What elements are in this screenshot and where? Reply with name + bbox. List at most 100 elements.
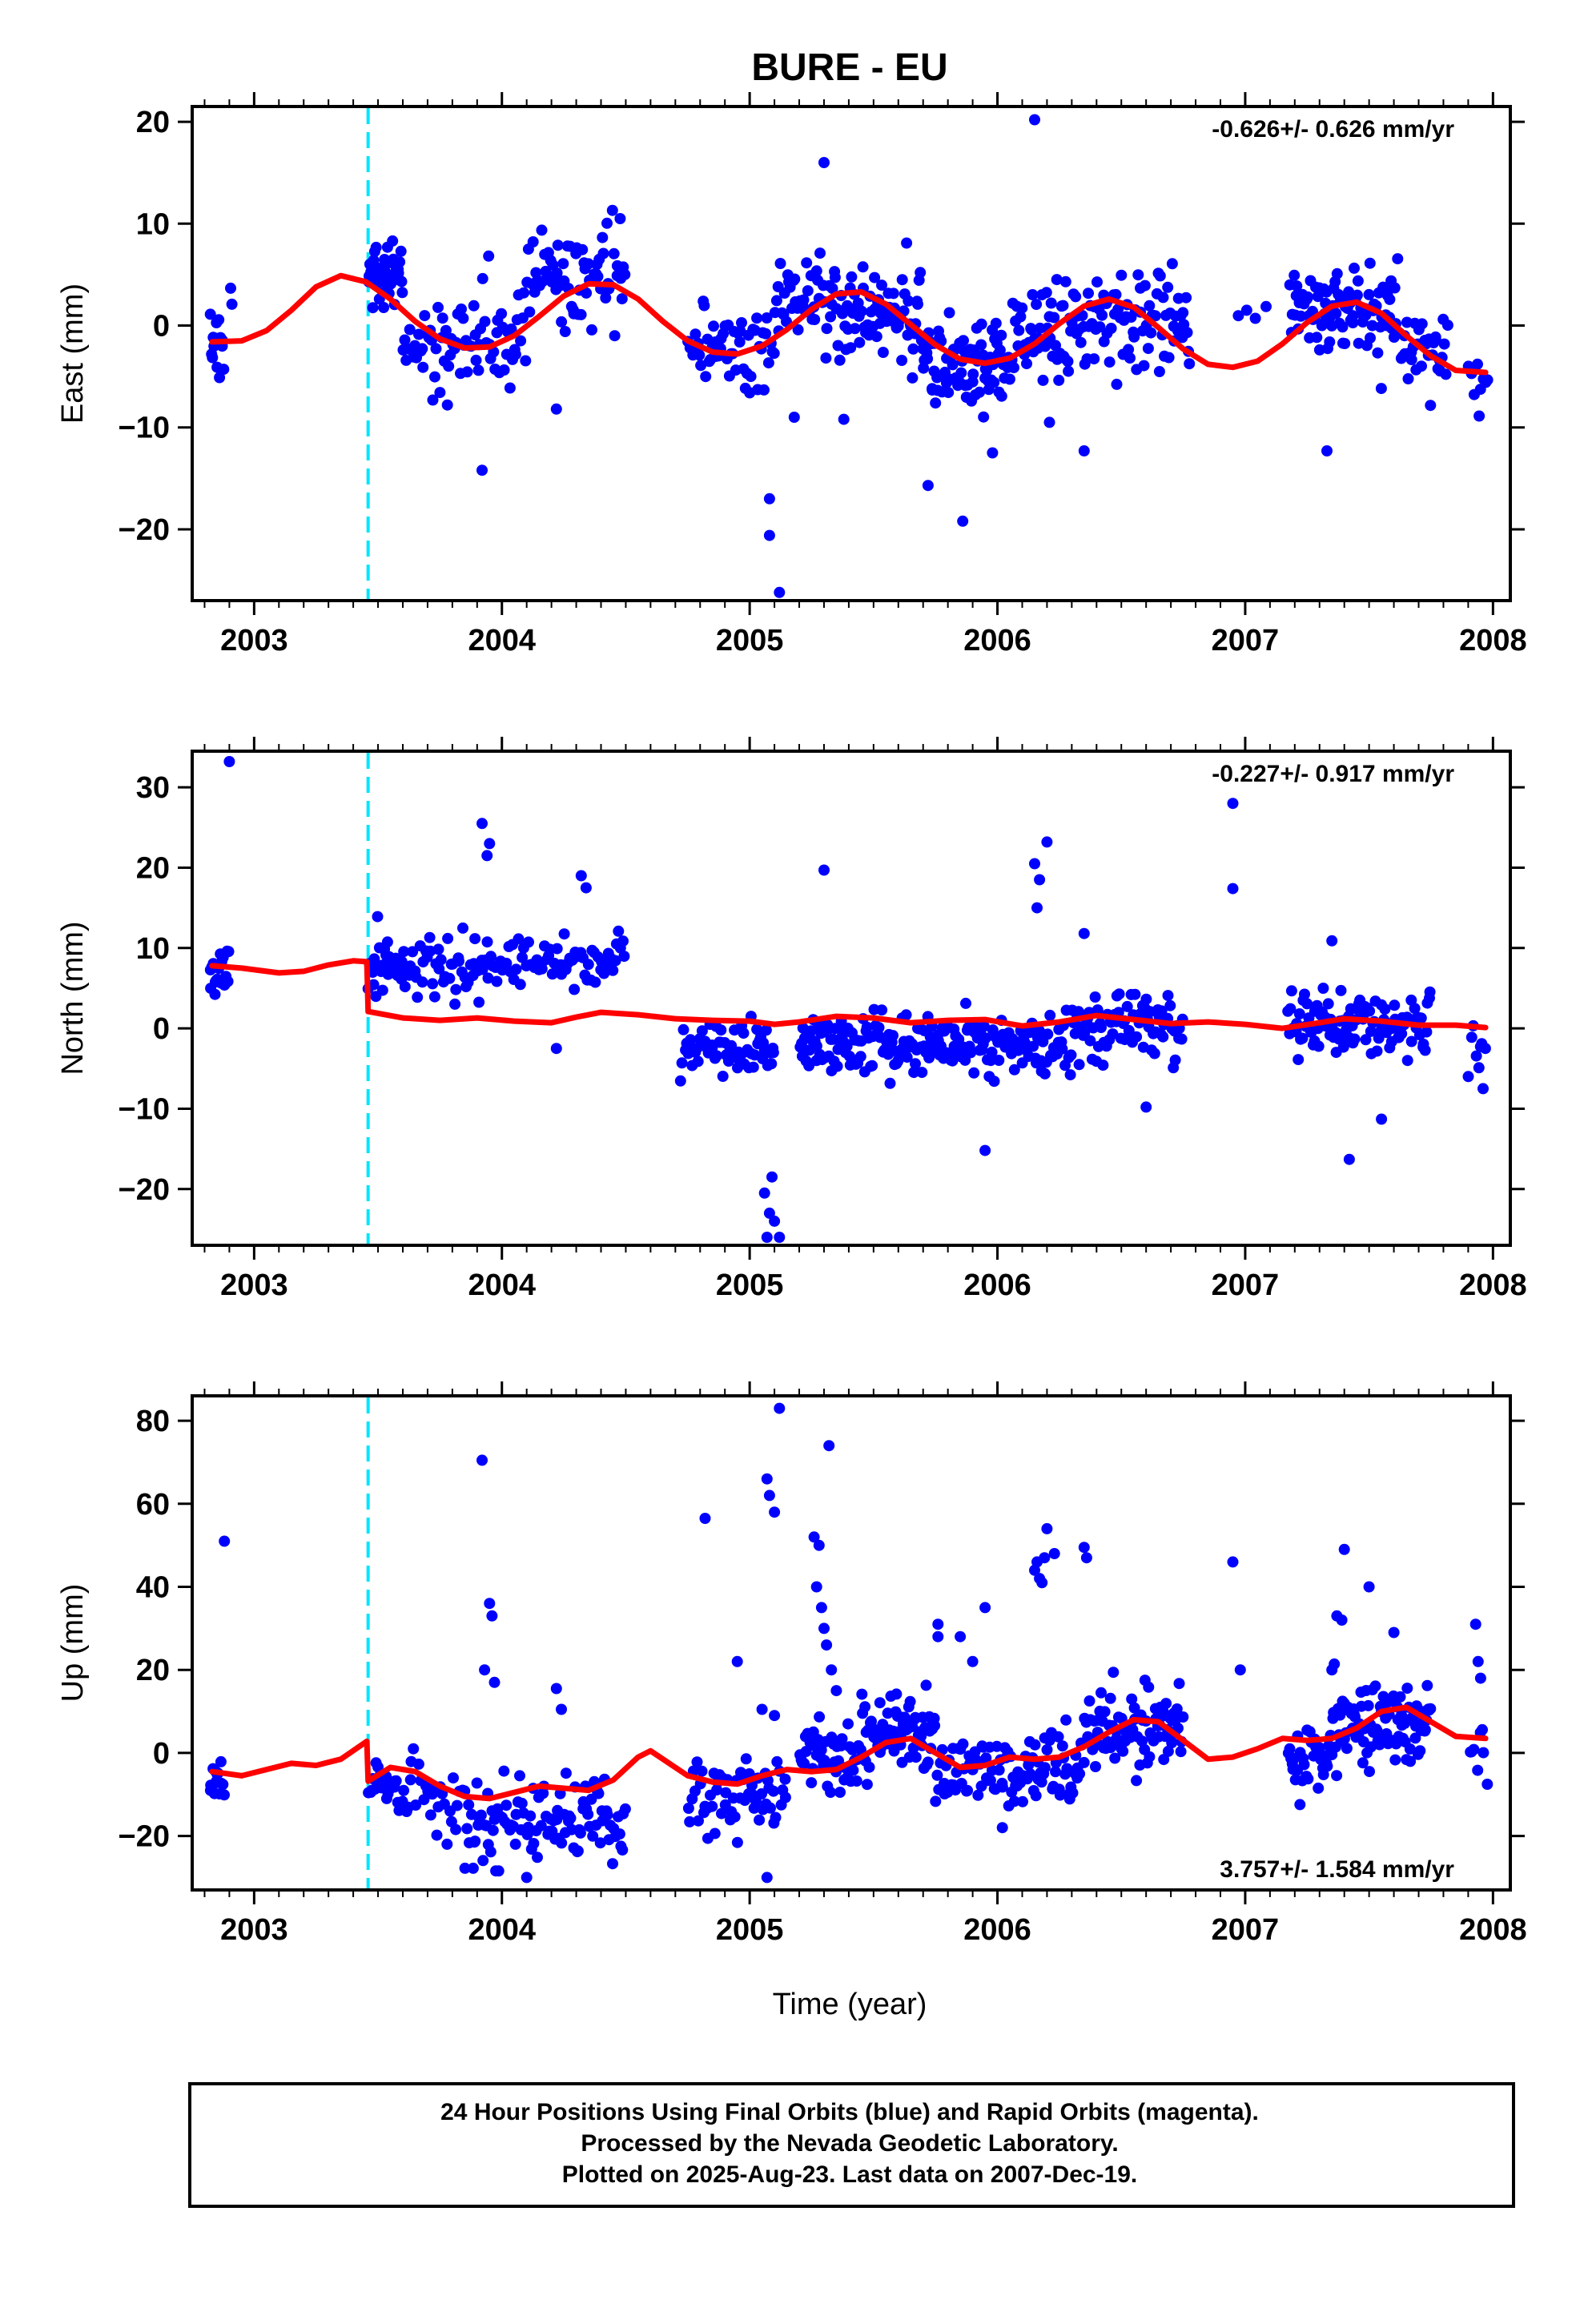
undefined-y-tick-label: 60	[136, 1488, 170, 1522]
undefined-data-point	[1027, 289, 1039, 300]
undefined-data-point	[616, 293, 628, 305]
undefined-data-point	[896, 355, 908, 366]
undefined-data-point	[818, 864, 830, 876]
undefined-data-point	[1293, 1008, 1305, 1019]
undefined-data-point	[774, 586, 786, 598]
undefined-plot-area	[192, 107, 1510, 601]
undefined-data-point	[693, 349, 706, 361]
caption-line-2: Processed by the Nevada Geodetic Laborat…	[581, 2130, 1118, 2157]
undefined-y-tick-label: 20	[136, 106, 170, 139]
undefined-data-point	[1401, 1055, 1413, 1067]
undefined-data-point	[901, 1051, 913, 1063]
undefined-data-point	[979, 1144, 991, 1156]
undefined-data-point	[978, 411, 990, 423]
undefined-data-point	[979, 1602, 991, 1614]
undefined-data-point	[1297, 1032, 1309, 1044]
undefined-data-point	[990, 317, 1002, 329]
undefined-data-point	[957, 515, 969, 527]
undefined-data-point	[1078, 1756, 1090, 1768]
undefined-data-point	[1053, 374, 1065, 386]
undefined-data-point	[825, 1787, 837, 1799]
undefined-data-point	[745, 371, 757, 383]
undefined-data-point	[1285, 985, 1297, 997]
undefined-data-point	[980, 1752, 992, 1764]
undefined-data-point	[515, 335, 527, 347]
undefined-data-point	[957, 1738, 969, 1750]
undefined-data-point	[1347, 310, 1359, 322]
undefined-data-point	[1337, 321, 1349, 333]
undefined-data-point	[1440, 368, 1452, 380]
undefined-x-tick-label: 2005	[716, 624, 784, 657]
undefined-data-point	[1039, 1762, 1051, 1774]
undefined-data-point	[821, 1639, 833, 1651]
undefined-data-point	[424, 1809, 436, 1821]
undefined-data-point	[1298, 1759, 1310, 1771]
undefined-data-point	[763, 1207, 775, 1219]
undefined-data-point	[376, 984, 388, 996]
undefined-data-point	[487, 1824, 499, 1836]
undefined-data-point	[559, 326, 571, 337]
east-panel: 2003 2004 2005 2006 2007 2008 −20 −10 0 10 20 East …	[56, 92, 1527, 657]
undefined-data-point	[509, 1838, 521, 1850]
undefined-data-point	[1421, 1679, 1433, 1691]
undefined-data-point	[967, 1655, 979, 1667]
undefined-data-point	[1169, 1054, 1181, 1066]
undefined-data-point	[1405, 354, 1417, 366]
undefined-data-point	[774, 1402, 786, 1414]
undefined-data-point	[417, 361, 429, 373]
undefined-data-point	[846, 271, 858, 283]
undefined-data-point	[916, 1067, 928, 1079]
undefined-data-point	[399, 981, 411, 993]
undefined-data-point	[1349, 262, 1360, 274]
undefined-data-point	[1317, 317, 1329, 329]
undefined-data-point	[1335, 984, 1347, 996]
undefined-data-point	[444, 972, 456, 984]
undefined-data-point	[1481, 374, 1494, 386]
undefined-data-point	[798, 1758, 810, 1770]
undefined-data-point	[767, 1047, 779, 1059]
undefined-data-point	[1311, 332, 1323, 344]
undefined-data-point	[1162, 1745, 1174, 1757]
undefined-data-point	[1364, 1766, 1375, 1778]
undefined-data-point	[213, 314, 225, 326]
undefined-x-tick-label: 2008	[1459, 624, 1527, 657]
undefined-data-point	[900, 1009, 912, 1021]
undefined-data-point	[689, 328, 702, 340]
undefined-data-point	[1352, 275, 1364, 287]
caption-line-1: 24 Hour Positions Using Final Orbits (bl…	[440, 2099, 1259, 2125]
undefined-data-point	[1313, 1782, 1325, 1794]
undefined-data-point	[1389, 999, 1401, 1011]
undefined-data-point	[769, 1710, 781, 1722]
undefined-data-point	[887, 287, 899, 300]
undefined-data-point	[394, 256, 406, 268]
undefined-data-point	[1070, 291, 1082, 303]
up-panel: 2003 2004 2005 2006 2007 2008 −20 0 20 40 60 80 Up (…	[56, 1381, 1527, 1947]
undefined-data-point	[473, 996, 485, 1008]
undefined-data-point	[850, 1775, 862, 1787]
undefined-data-point	[1078, 927, 1090, 939]
undefined-data-point	[801, 257, 813, 269]
undefined-data-point	[535, 1819, 547, 1831]
undefined-data-point	[1016, 302, 1028, 314]
undefined-data-point	[536, 963, 548, 975]
undefined-data-point	[1284, 1003, 1297, 1015]
undefined-y-axis-label: North (mm)	[56, 921, 90, 1075]
undefined-data-point	[1389, 282, 1401, 294]
undefined-data-point	[684, 1815, 696, 1827]
undefined-data-point	[430, 343, 442, 355]
undefined-data-point	[1473, 1062, 1485, 1074]
undefined-y-tick-label: −10	[119, 412, 170, 445]
undefined-data-point	[1110, 288, 1122, 300]
undefined-data-point	[367, 302, 379, 314]
undefined-data-point	[818, 157, 830, 168]
undefined-data-point	[1129, 988, 1141, 1000]
undefined-model-fit-line	[209, 958, 1489, 1031]
undefined-y-tick-label: 30	[136, 771, 170, 805]
undefined-data-point	[932, 1630, 944, 1642]
undefined-data-point	[476, 963, 488, 975]
undefined-data-point	[1362, 1699, 1374, 1711]
undefined-data-point	[1008, 362, 1019, 374]
undefined-data-point	[1470, 1050, 1482, 1062]
undefined-data-point	[693, 1815, 704, 1827]
undefined-data-point	[582, 258, 594, 270]
